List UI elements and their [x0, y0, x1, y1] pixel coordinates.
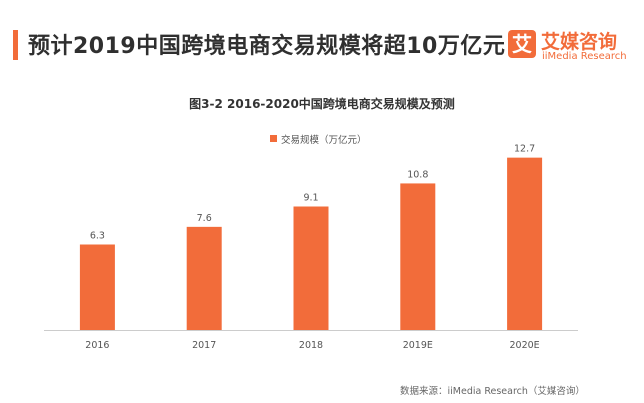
data-label-2018: 9.1 — [303, 193, 318, 204]
logo-name: 艾媒咨询 — [541, 31, 618, 53]
bar-2019E — [400, 183, 436, 330]
bar-2016 — [79, 244, 115, 330]
x-tick-label-2017: 2017 — [192, 340, 216, 351]
x-tick-label-2020E: 2020E — [510, 340, 540, 351]
bar-2020E — [507, 157, 543, 330]
data-label-2019E: 10.8 — [407, 169, 428, 180]
logo-mark: 艾 — [508, 30, 536, 58]
logo-subtitle: iiMedia Research — [542, 51, 627, 62]
data-label-2020E: 12.7 — [514, 144, 535, 155]
legend-swatch — [270, 135, 277, 142]
iimedia-logo: 艾 艾媒咨询 iiMedia Research — [508, 27, 636, 67]
title-accent-bar — [13, 30, 18, 60]
x-tick-label-2019E: 2019E — [403, 340, 433, 351]
data-source-note: 数据来源：iiMedia Research（艾媒咨询） — [400, 386, 585, 397]
data-label-2017: 7.6 — [197, 213, 212, 224]
bar-2017 — [186, 226, 222, 330]
chart-title: 图3-2 2016-2020中国跨境电商交易规模及预测 — [189, 97, 455, 111]
bar-2018 — [293, 206, 329, 330]
page-title: 预计2019中国跨境电商交易规模将超10万亿元 — [28, 34, 506, 59]
legend-label: 交易规模（万亿元） — [281, 135, 367, 146]
x-tick-label-2016: 2016 — [85, 340, 109, 351]
data-label-2016: 6.3 — [90, 231, 105, 242]
x-tick-label-2018: 2018 — [299, 340, 323, 351]
